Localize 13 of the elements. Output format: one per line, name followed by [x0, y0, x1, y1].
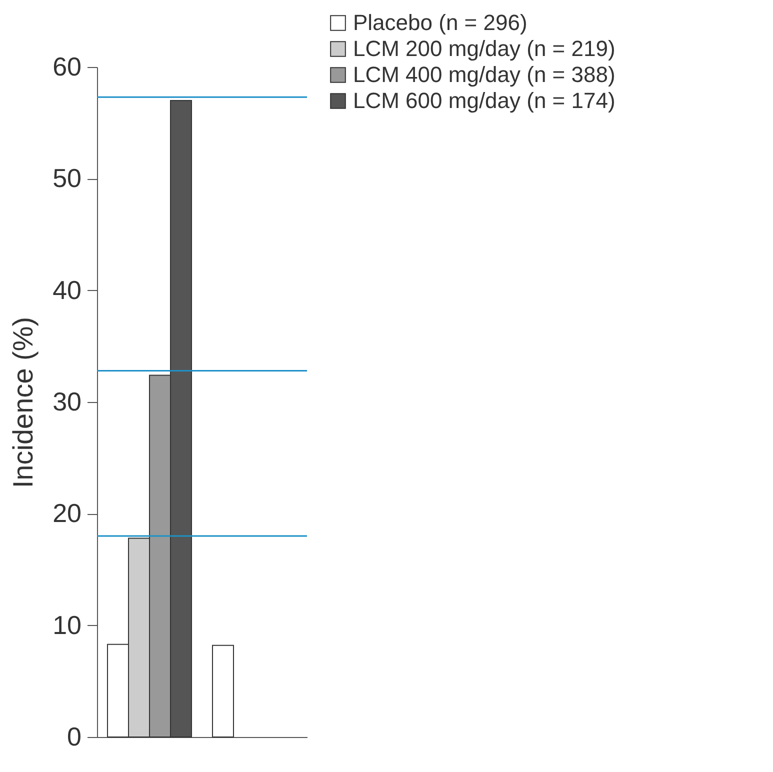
y-axis-title: Incidence (%) [8, 316, 39, 488]
y-tick-label: 50 [52, 163, 82, 194]
y-tick-label: 20 [52, 498, 82, 528]
legend-label: LCM 600 mg/day (n = 174) [353, 88, 616, 113]
legend-label: LCM 400 mg/day (n = 388) [353, 62, 616, 87]
y-tick-label: 10 [52, 610, 82, 640]
legend-label: LCM 200 mg/day (n = 219) [353, 36, 616, 61]
y-tick-label: 30 [52, 386, 82, 416]
y-tick-label: 60 [52, 52, 82, 82]
y-tick-label: 0 [67, 722, 82, 752]
legend-label: Placebo (n = 296) [353, 10, 528, 35]
y-tick-label: 40 [52, 274, 82, 305]
bar [212, 644, 234, 738]
